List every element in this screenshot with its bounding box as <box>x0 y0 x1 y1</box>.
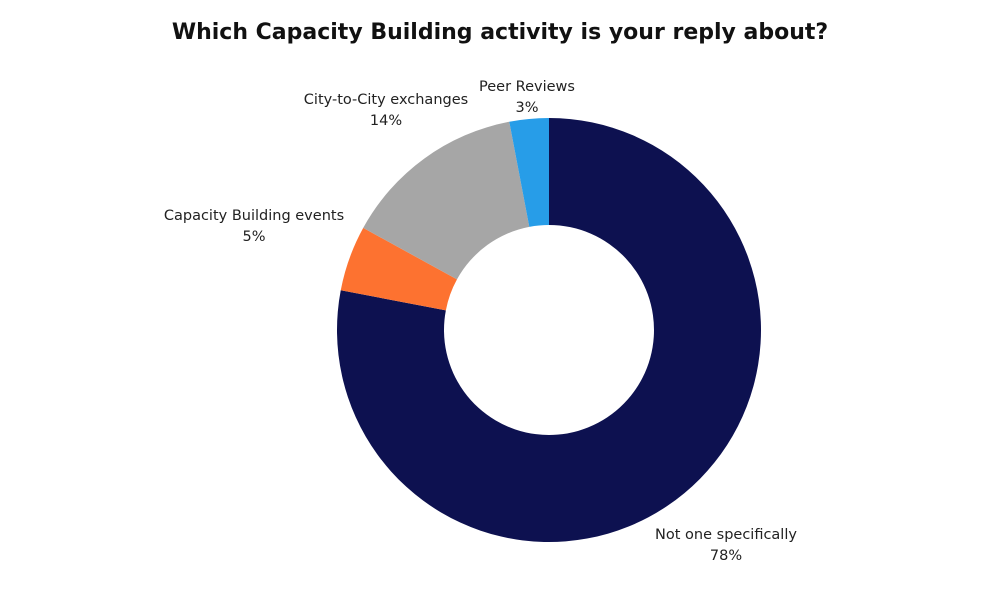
slice-value-label: 78% <box>710 548 742 564</box>
slice-label: Capacity Building events <box>164 208 344 224</box>
slice-label: Not one specifically <box>655 527 797 543</box>
slice-city-to-city-exchanges <box>363 121 530 280</box>
slice-value-label: 5% <box>242 229 265 245</box>
slice-peer-reviews <box>509 118 549 227</box>
donut-labels: Not one specifically 78% Capacity Building… <box>164 79 798 564</box>
chart-title: Which Capacity Building activity is your… <box>171 20 829 45</box>
slice-value-label: 3% <box>515 100 538 116</box>
slice-not-one-specifically <box>336 118 761 542</box>
slice-label: City-to-City exchanges <box>304 92 468 108</box>
donut-slices <box>336 118 761 542</box>
slice-value-label: 14% <box>370 113 402 129</box>
slice-capacity-building-events <box>340 227 457 311</box>
slice-label: Peer Reviews <box>479 79 575 95</box>
